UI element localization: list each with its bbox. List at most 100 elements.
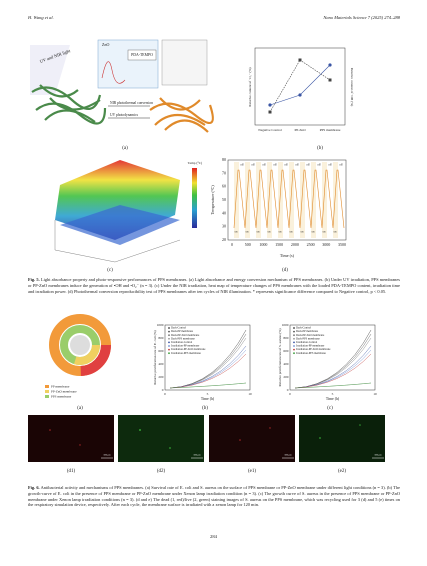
zno-label: ZnO	[102, 42, 109, 47]
panel-label: (e1)	[248, 469, 256, 474]
growth-curve	[294, 382, 372, 389]
legend-marker	[293, 334, 295, 337]
panel-label: (c)	[107, 268, 113, 273]
caption-label: Fig. 5.	[28, 277, 40, 282]
on-label: on	[279, 231, 282, 234]
x-tick-label: 5	[332, 392, 334, 396]
legend-entry: Irradiation-Control	[296, 341, 318, 344]
y-tick-label: 60	[222, 184, 226, 189]
x-tick-label: 5	[207, 392, 209, 396]
on-label: on	[235, 231, 238, 234]
legend-entry: Dark-PP-ZnO membrane	[296, 334, 325, 337]
legend-entry: Irradiation-PP-ZnO membrane	[171, 348, 206, 351]
pda-label: PDA-TEMPO	[131, 53, 153, 57]
on-label: on	[301, 231, 304, 234]
panel-label: (d2)	[157, 469, 166, 474]
legend-entry: PP-ZnO membrane	[51, 389, 77, 393]
y-tick-label: 600	[283, 349, 288, 353]
panel-label: (c)	[327, 406, 333, 411]
caption-text: Antibacterial activity and mechanisms of…	[28, 485, 401, 508]
panel-label: (b)	[202, 406, 208, 411]
legend-entry: Dark-Control	[296, 327, 311, 330]
growth-curve	[169, 349, 247, 389]
legend-marker	[168, 341, 170, 344]
x-tick-label: 1000	[259, 242, 267, 247]
x-tick-label: 3500	[338, 242, 346, 247]
micrograph	[209, 415, 295, 462]
x-axis-label: Time (h)	[326, 397, 340, 401]
on-band	[256, 162, 261, 238]
micrograph	[28, 415, 114, 462]
y-axis-label: Relative proliferation rate of E. coli (…	[153, 330, 157, 384]
x-tick-label: 2000	[291, 242, 299, 247]
scale-bar-label: 100 μm	[284, 454, 291, 457]
panel-label: (a)	[122, 146, 128, 151]
panel-label: (b)	[317, 146, 323, 151]
y-tick-label: 20	[222, 237, 226, 242]
x-axis-label: Time (h)	[201, 397, 215, 401]
on-label: on	[334, 231, 337, 234]
x-tick-label: 3000	[322, 242, 330, 247]
scale-bar-label: 100 μm	[193, 454, 200, 457]
y-axis-label: Temperature (°C)	[210, 185, 215, 215]
x-tick-label: 2500	[307, 242, 315, 247]
off-label: off	[295, 164, 298, 167]
on-band	[300, 162, 305, 238]
legend-entry: Dark-PPS membrane	[296, 337, 320, 340]
panel-label: (d)	[282, 268, 288, 273]
legend-entry: Irradiation-PP membrane	[171, 345, 200, 348]
x-tick-label: 10	[373, 392, 377, 396]
off-label: off	[262, 164, 265, 167]
x-tick-label: 1500	[275, 242, 283, 247]
on-label: on	[268, 231, 271, 234]
growth-curve	[294, 349, 372, 389]
off-label: off	[339, 164, 342, 167]
category-label: PP-ZnO	[294, 128, 306, 132]
x-tick-label: 0	[164, 392, 166, 396]
on-band	[333, 162, 338, 238]
legend-marker	[168, 337, 170, 340]
nir-label: NIR photothermal conversion	[110, 101, 153, 105]
off-label: off	[317, 164, 320, 167]
on-label: on	[246, 231, 249, 234]
off-label: off	[306, 164, 309, 167]
legend-marker	[168, 345, 170, 347]
growth-curve	[294, 353, 372, 389]
x-tick-label: 0	[289, 392, 291, 396]
temperature-curve	[233, 169, 345, 229]
y-tick-label: 200	[283, 375, 288, 379]
off-label: off	[273, 164, 276, 167]
micrograph	[299, 415, 385, 462]
legend-marker	[168, 327, 170, 329]
scale-bar-label: 100 μm	[374, 454, 381, 457]
legend-entry: Dark-PP membrane	[171, 330, 194, 333]
y-tick-label: 200	[158, 375, 163, 379]
legend-marker	[293, 341, 295, 344]
off-label: off	[240, 164, 243, 167]
y-axis-label: Relative proliferation rate of S. aureus…	[278, 329, 282, 387]
micrograph	[118, 415, 204, 462]
off-label: off	[251, 164, 254, 167]
uv-label: UV photodynamics	[110, 113, 139, 117]
legend-marker	[293, 337, 295, 340]
scale-bar-label: 100 μm	[103, 454, 110, 457]
legend-entry: Irradiation-PP membrane	[296, 345, 325, 348]
page-number: 284	[210, 534, 217, 539]
on-label: on	[323, 231, 326, 234]
y-tick-label: 800	[283, 336, 288, 340]
y-tick-label: 80	[222, 157, 226, 162]
legend-entry: Dark-Control	[171, 327, 186, 330]
legend-marker	[293, 330, 295, 333]
legend-entry: Dark-PP membrane	[296, 330, 319, 333]
on-band	[245, 162, 250, 238]
fig5c-heatmap: Temp (°C)	[54, 160, 202, 263]
on-label: on	[312, 231, 315, 234]
legend-marker	[168, 330, 170, 333]
panel-label: (e2)	[338, 469, 346, 474]
legend-entry: PP membrane	[51, 384, 70, 388]
x-tick-label: 500	[245, 242, 251, 247]
legend-marker	[168, 334, 170, 337]
legend-entry: PPS membrane	[51, 394, 72, 398]
y-tick-label: 400	[283, 362, 288, 366]
